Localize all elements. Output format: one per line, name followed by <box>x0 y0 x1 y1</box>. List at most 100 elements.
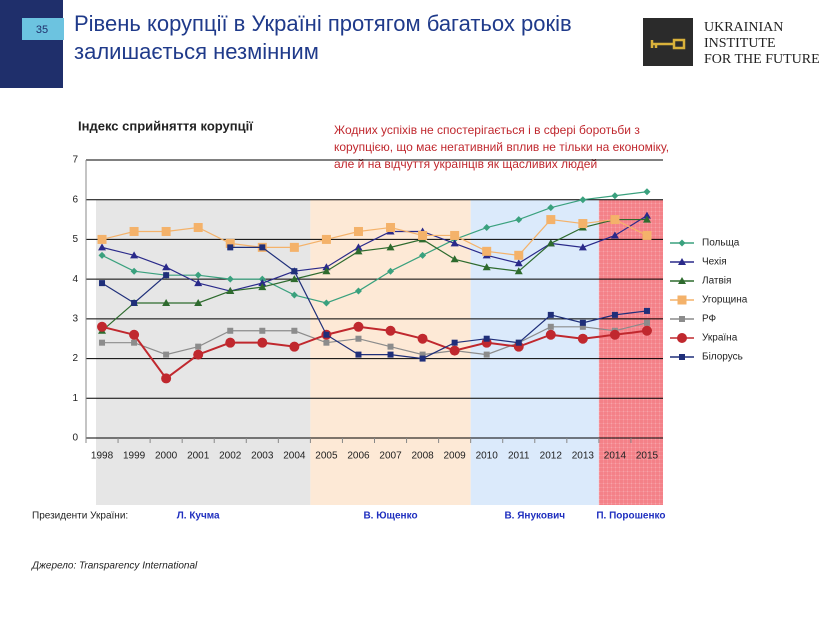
series-line <box>101 191 648 304</box>
logo-key <box>650 38 686 50</box>
point <box>97 234 107 244</box>
president-name: П. Порошенко <box>596 511 665 522</box>
y-tick-label: 6 <box>72 194 78 205</box>
point <box>193 349 204 360</box>
point <box>643 319 650 326</box>
point <box>546 239 555 247</box>
point <box>483 335 490 342</box>
point <box>547 323 554 330</box>
point <box>289 242 299 252</box>
point <box>291 327 298 334</box>
point <box>642 211 651 219</box>
point <box>98 243 107 251</box>
y-tick-label: 0 <box>72 433 78 444</box>
x-tick-label: 1999 <box>123 451 146 462</box>
presidents-label: Президенти України: <box>32 511 128 522</box>
point <box>609 329 620 340</box>
slide-number: 35 <box>36 24 48 36</box>
point <box>610 231 619 239</box>
point <box>289 341 300 352</box>
point <box>387 351 394 358</box>
point <box>129 226 139 236</box>
point <box>386 223 396 233</box>
series-line <box>101 218 648 256</box>
logo-icon <box>643 18 693 66</box>
point <box>514 250 524 260</box>
point <box>677 333 687 343</box>
x-tick-label: 2001 <box>187 451 210 462</box>
point <box>578 243 587 251</box>
header-band <box>0 0 63 88</box>
point <box>450 239 459 247</box>
point <box>321 234 331 244</box>
y-tick-label: 3 <box>72 313 78 324</box>
point <box>227 327 234 334</box>
point <box>99 339 106 346</box>
point <box>226 275 234 283</box>
point <box>258 283 267 291</box>
point <box>97 321 108 332</box>
point <box>545 329 556 340</box>
point <box>451 339 458 346</box>
point <box>355 351 362 358</box>
point <box>194 271 202 279</box>
point <box>515 339 522 346</box>
point <box>417 333 428 344</box>
point <box>322 299 330 307</box>
x-tick-label: 1998 <box>91 451 114 462</box>
president-name: В. Янукович <box>504 511 565 522</box>
header-title: Рівень корупції в Україні протягом багат… <box>74 11 572 36</box>
point <box>482 263 491 271</box>
point <box>322 263 331 271</box>
x-tick-label: 2010 <box>476 451 499 462</box>
point <box>226 287 235 295</box>
point <box>195 343 202 350</box>
legend-label: Білорусь <box>702 352 743 363</box>
point <box>515 216 523 224</box>
point <box>227 244 234 251</box>
point <box>385 325 396 336</box>
point <box>163 351 170 358</box>
point <box>419 355 426 362</box>
point <box>193 223 203 233</box>
point <box>642 230 652 240</box>
point <box>579 323 586 330</box>
point <box>450 255 459 263</box>
period-region <box>598 200 663 505</box>
x-tick-label: 2006 <box>347 451 370 462</box>
header-title: залишається незмінним <box>74 39 319 64</box>
point <box>131 299 138 306</box>
annotation: але й на відчуття українців як щасливих … <box>334 157 597 171</box>
point <box>290 291 298 299</box>
point <box>679 354 685 360</box>
point <box>355 335 362 342</box>
president-name: В. Ющенко <box>363 511 417 522</box>
point <box>514 259 523 267</box>
point <box>130 251 139 259</box>
point <box>450 230 460 240</box>
y-tick-label: 1 <box>72 393 78 404</box>
point <box>482 246 492 256</box>
point <box>547 311 554 318</box>
point <box>419 351 426 358</box>
point <box>98 251 106 259</box>
legend-label: Угорщина <box>702 295 748 306</box>
point <box>353 321 364 332</box>
point <box>130 267 138 275</box>
annotation: Жодних успіхів не спостерігається і в сф… <box>334 123 640 137</box>
point <box>611 311 618 318</box>
point <box>678 239 686 247</box>
point <box>386 243 395 251</box>
x-tick-label: 2015 <box>636 451 659 462</box>
x-tick-label: 2004 <box>283 451 306 462</box>
x-tick-label: 2007 <box>379 451 402 462</box>
series-line <box>101 325 648 380</box>
point <box>258 279 267 287</box>
point <box>259 244 266 251</box>
point <box>257 337 268 348</box>
point <box>514 267 523 275</box>
point <box>323 331 330 338</box>
point <box>483 351 490 358</box>
president-name: Л. Кучма <box>177 511 220 522</box>
